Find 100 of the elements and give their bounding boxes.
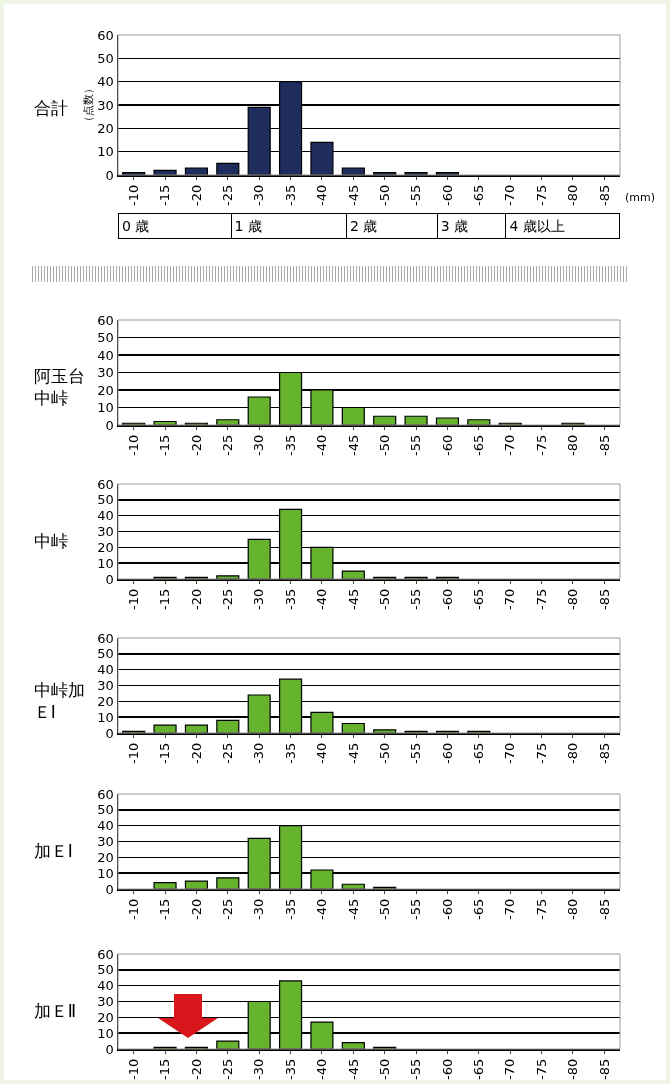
x-tick-label: -15 — [157, 742, 173, 764]
x-tick-label: -85 — [596, 898, 612, 920]
x-tick-label: -65 — [471, 1058, 487, 1080]
x-tick-label: -70 — [502, 742, 518, 764]
x-tick-label: -55 — [408, 742, 424, 764]
x-tick-label: -65 — [471, 184, 487, 206]
x-tick-label: -60 — [439, 1058, 455, 1080]
x-axis-title: (mm) — [625, 191, 656, 204]
y-tick-label: 10 — [97, 144, 114, 160]
text: 中峠加ＥⅠ — [33, 679, 85, 722]
x-tick-label: -15 — [157, 898, 173, 920]
x-tick-label: -10 — [125, 434, 141, 456]
x-tick-label: -80 — [565, 184, 581, 206]
x-tick-label: -75 — [533, 184, 549, 206]
x-tick-label: -45 — [345, 588, 361, 610]
x-tick-label: -85 — [596, 1058, 612, 1080]
y-tick-label: 60 — [97, 946, 114, 962]
x-tick-label: -40 — [314, 184, 330, 206]
x-tick-label: -70 — [502, 1058, 518, 1080]
y-tick-label: 30 — [97, 834, 114, 850]
x-tick-label: -45 — [345, 1058, 361, 1080]
y-axis-title: （点数） — [82, 83, 96, 127]
y-tick-label: 30 — [97, 994, 114, 1010]
x-tick-label: -35 — [282, 588, 298, 610]
text: 2 歳 — [347, 214, 438, 238]
x-tick-label: -40 — [314, 1058, 330, 1080]
x-tick-label: -25 — [220, 742, 236, 764]
x-tick-label: -30 — [251, 742, 267, 764]
text: 0 歳 — [119, 214, 232, 238]
x-tick-label: -20 — [188, 1058, 204, 1080]
x-tick-label: -75 — [533, 1058, 549, 1080]
x-tick-label: -60 — [439, 898, 455, 920]
x-tick-label: -80 — [565, 588, 581, 610]
x-tick-label: -30 — [251, 898, 267, 920]
y-tick-label: 0 — [105, 571, 114, 587]
x-tick-label: -40 — [314, 742, 330, 764]
x-tick-label: -50 — [376, 184, 392, 206]
x-tick-label: -55 — [408, 184, 424, 206]
x-tick-label: -30 — [251, 434, 267, 456]
x-tick-label: -85 — [596, 184, 612, 206]
x-tick-label: -10 — [125, 1058, 141, 1080]
y-tick-label: 0 — [105, 167, 114, 183]
y-tick-label: 10 — [97, 1025, 114, 1041]
text: 合計 — [33, 98, 68, 119]
x-tick-label: -40 — [314, 588, 330, 610]
x-tick-label: -45 — [345, 742, 361, 764]
y-tick-label: 40 — [97, 508, 114, 524]
x-tick-label: -60 — [439, 184, 455, 206]
x-tick-label: -65 — [471, 434, 487, 456]
x-tick-label: -50 — [376, 1058, 392, 1080]
y-tick-label: 60 — [97, 786, 114, 802]
x-tick-label: -15 — [157, 184, 173, 206]
y-tick-label: 40 — [97, 74, 114, 90]
x-tick-label: -25 — [220, 434, 236, 456]
x-tick-label: -55 — [408, 1058, 424, 1080]
y-tick-label: 10 — [97, 555, 114, 571]
y-tick-label: 60 — [97, 312, 114, 328]
x-tick-label: -55 — [408, 588, 424, 610]
x-tick-label: -20 — [188, 434, 204, 456]
x-tick-label: -10 — [125, 742, 141, 764]
y-tick-label: 50 — [97, 492, 114, 508]
x-tick-label: -80 — [565, 898, 581, 920]
y-tick-label: 30 — [97, 97, 114, 113]
y-tick-label: 0 — [105, 417, 114, 433]
y-tick-label: 0 — [105, 725, 114, 741]
y-tick-label: 50 — [97, 330, 114, 346]
y-tick-label: 30 — [97, 678, 114, 694]
x-tick-label: -75 — [533, 742, 549, 764]
text: 1 歳 — [231, 214, 348, 238]
text: 4 歳以上 — [508, 217, 566, 236]
text: 3 歳 — [437, 214, 507, 238]
text: 中峠 — [33, 531, 68, 552]
x-tick-label: -80 — [565, 742, 581, 764]
x-tick-label: -35 — [282, 434, 298, 456]
x-tick-label: -75 — [533, 898, 549, 920]
x-tick-label: -35 — [282, 742, 298, 764]
y-tick-label: 50 — [97, 802, 114, 818]
x-tick-label: -10 — [125, 184, 141, 206]
x-tick-label: -15 — [157, 434, 173, 456]
x-tick-label: -40 — [314, 898, 330, 920]
x-tick-label: -60 — [439, 742, 455, 764]
x-tick-label: -75 — [533, 588, 549, 610]
y-tick-label: 40 — [97, 978, 114, 994]
x-tick-label: -50 — [376, 898, 392, 920]
y-tick-label: 50 — [97, 50, 114, 66]
x-tick-label: -65 — [471, 588, 487, 610]
x-tick-label: -35 — [282, 1058, 298, 1080]
x-tick-label: -65 — [471, 742, 487, 764]
x-tick-label: -25 — [220, 184, 236, 206]
y-tick-label: 60 — [97, 27, 114, 43]
x-tick-label: -50 — [376, 588, 392, 610]
y-tick-label: 20 — [97, 693, 114, 709]
x-tick-label: -45 — [345, 434, 361, 456]
y-tick-label: 40 — [97, 662, 114, 678]
x-tick-label: -35 — [282, 898, 298, 920]
x-tick-label: -85 — [596, 742, 612, 764]
y-tick-label: 50 — [97, 962, 114, 978]
y-tick-label: 20 — [97, 539, 114, 555]
y-tick-label: 10 — [97, 865, 114, 881]
x-tick-label: -70 — [502, 434, 518, 456]
